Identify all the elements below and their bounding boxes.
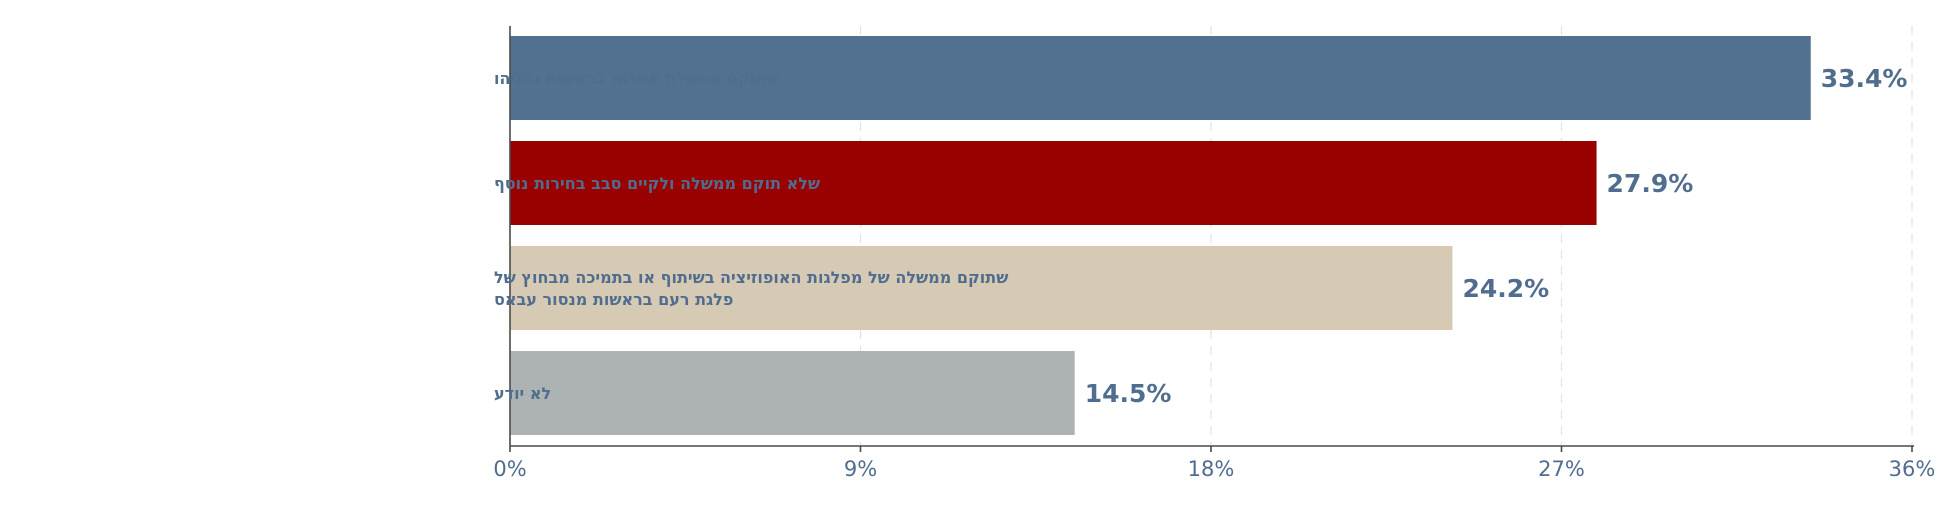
data-label: 14.5% [1085, 379, 1172, 408]
category-label: שתוקם ממשלת אחדות בראשות נתניהו [494, 69, 778, 88]
bars [510, 36, 1811, 435]
x-tick-label: 0% [493, 457, 526, 481]
bar [510, 246, 1453, 330]
bar [510, 36, 1811, 120]
bar [510, 351, 1075, 435]
data-label: 24.2% [1462, 274, 1549, 303]
category-label: לא יודע [494, 384, 551, 403]
labels: 33.4% שתוקם ממשלת אחדות בראשות נתניהו 27.9… [493, 64, 1935, 481]
category-label: פלגת רעם בראשות מנסור עבאס [494, 290, 733, 309]
axes [509, 26, 1914, 447]
category-label: שתוקם ממשלה של מפלגות האופוזיציה בשיתוף … [494, 268, 1008, 287]
category-label: שלא תוקם ממשלה ולקיים סבב בחירות נוסף [494, 174, 820, 193]
data-label: 27.9% [1607, 169, 1694, 198]
x-tick-label: 18% [1188, 457, 1235, 481]
data-label: 33.4% [1821, 64, 1908, 93]
x-tick-label: 9% [844, 457, 877, 481]
bar [510, 141, 1597, 225]
x-tick-label: 36% [1889, 457, 1936, 481]
x-tick-label: 27% [1538, 457, 1585, 481]
